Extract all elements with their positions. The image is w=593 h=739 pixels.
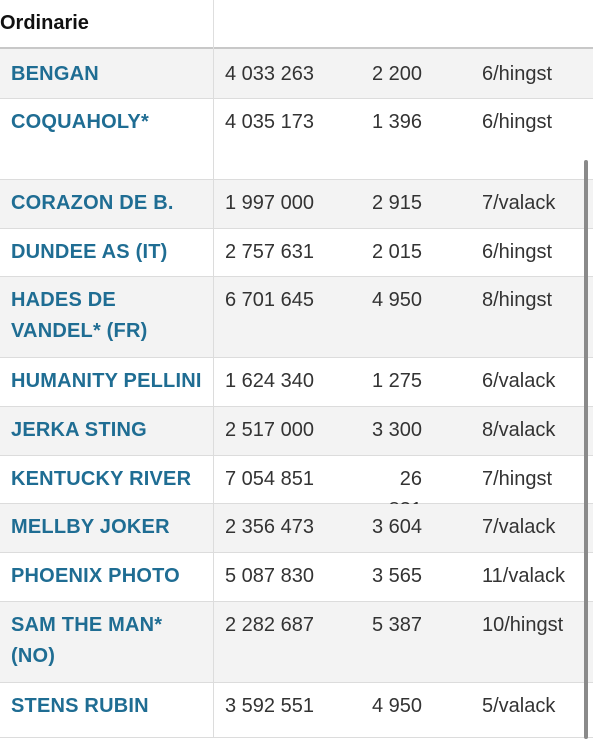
column-divider [213, 180, 214, 228]
age-sex: 6/hingst [482, 63, 553, 85]
starts-value: 5 387 [371, 614, 422, 636]
prize-money: 4 033 263 [225, 63, 314, 85]
starts-value: 2 915 [371, 192, 422, 214]
table-header: Ordinarie [0, 0, 593, 49]
starts-value: 3 300 [371, 419, 422, 441]
table-row: HADES DE VANDEL* (FR) 6 701 645 4 950 8/… [0, 277, 593, 358]
age-sex: 8/valack [482, 419, 556, 441]
horse-table-body: BENGAN 4 033 263 2 200 6/hingst COQUAHOL… [0, 49, 593, 738]
prize-money: 1 624 340 [225, 370, 314, 392]
table-row: BENGAN 4 033 263 2 200 6/hingst [0, 49, 593, 99]
age-sex: 7/hingst [482, 468, 553, 490]
starts-value: 3 604 [371, 516, 422, 538]
prize-money: 2 757 631 [225, 241, 314, 263]
starts-value: 2 200 [371, 63, 422, 85]
horse-name-link[interactable]: MELLBY JOKER [11, 516, 170, 538]
age-sex: 10/hingst [482, 614, 564, 636]
horse-name-link[interactable]: HUMANITY PELLINI [11, 370, 202, 392]
table-row: KENTUCKY RIVER 7 054 851 26 831 7/hingst [0, 456, 593, 521]
column-divider [213, 407, 214, 455]
table-row: HUMANITY PELLINI 1 624 340 1 275 6/valac… [0, 358, 593, 407]
starts-value: 1 275 [371, 370, 422, 392]
age-sex: 6/hingst [482, 241, 553, 263]
starts-value: 3 565 [371, 565, 422, 587]
starts-value: 2 015 [371, 241, 422, 263]
age-sex: 8/hingst [482, 289, 553, 311]
column-divider [213, 456, 214, 503]
starts-value: 4 950 [371, 695, 422, 717]
table-row: STENS RUBIN 3 592 551 4 950 5/valack [0, 683, 593, 738]
starts-value: 1 396 [371, 111, 422, 133]
table-row: CORAZON DE B. 1 997 000 2 915 7/valack [0, 180, 593, 229]
horse-name-link[interactable]: HADES DE VANDEL* (FR) [11, 289, 148, 342]
horse-name-link[interactable]: COQUAHOLY* [11, 111, 149, 133]
vertical-scrollbar[interactable] [584, 160, 588, 739]
starts-value: 4 950 [371, 289, 422, 311]
horse-name-link[interactable]: JERKA STING [11, 419, 147, 441]
prize-money: 6 701 645 [225, 289, 314, 311]
horse-name-link[interactable]: KENTUCKY RIVER [11, 468, 192, 490]
column-divider [213, 99, 214, 179]
age-sex: 5/valack [482, 695, 556, 717]
prize-money: 4 035 173 [225, 111, 314, 133]
horse-name-link[interactable]: BENGAN [11, 63, 99, 85]
horse-name-link[interactable]: STENS RUBIN [11, 695, 149, 717]
prize-money: 1 997 000 [225, 192, 314, 214]
table-row: COQUAHOLY* 4 035 173 1 396 6/hingst [0, 99, 593, 180]
column-divider [213, 553, 214, 601]
prize-money: 2 517 000 [225, 419, 314, 441]
prize-money: 5 087 830 [225, 565, 314, 587]
prize-money: 7 054 851 [225, 468, 314, 490]
table-row: DUNDEE AS (IT) 2 757 631 2 015 6/hingst [0, 229, 593, 277]
age-sex: 11/valack [482, 565, 566, 587]
horse-name-link[interactable]: PHOENIX PHOTO [11, 565, 180, 587]
column-divider [213, 683, 214, 737]
header-column-divider [213, 0, 214, 49]
horse-name-link[interactable]: DUNDEE AS (IT) [11, 241, 168, 263]
column-divider [213, 504, 214, 552]
table-row: PHOENIX PHOTO 5 087 830 3 565 11/valack [0, 553, 593, 602]
column-divider [213, 49, 214, 98]
prize-money: 2 356 473 [225, 516, 314, 538]
column-divider [213, 229, 214, 276]
table-title: Ordinarie [0, 12, 89, 34]
age-sex: 7/valack [482, 192, 556, 214]
prize-money: 2 282 687 [225, 614, 314, 636]
table-row: JERKA STING 2 517 000 3 300 8/valack [0, 407, 593, 456]
prize-money: 3 592 551 [225, 695, 314, 717]
horse-name-link[interactable]: SAM THE MAN* (NO) [11, 614, 163, 667]
table-row: SAM THE MAN* (NO) 2 282 687 5 387 10/hin… [0, 602, 593, 683]
column-divider [213, 358, 214, 406]
column-divider [213, 602, 214, 682]
age-sex: 6/hingst [482, 111, 553, 133]
age-sex: 6/valack [482, 370, 556, 392]
table-row: MELLBY JOKER 2 356 473 3 604 7/valack [0, 504, 593, 553]
age-sex: 7/valack [482, 516, 556, 538]
column-divider [213, 277, 214, 357]
horse-name-link[interactable]: CORAZON DE B. [11, 192, 174, 214]
